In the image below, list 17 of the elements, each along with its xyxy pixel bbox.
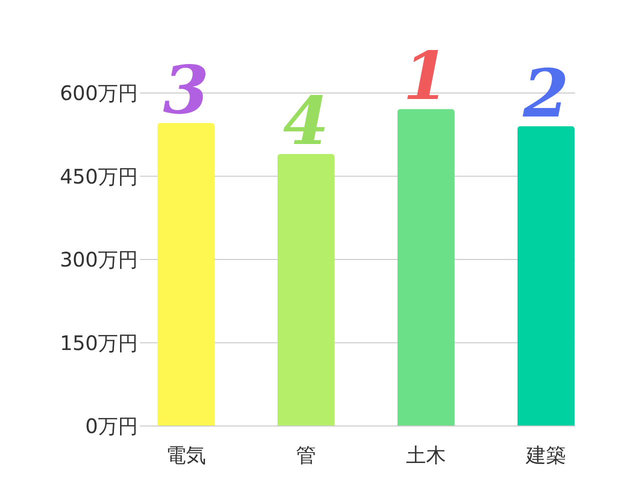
x-tick-label: 電気 — [166, 443, 206, 467]
x-tick-label: 建築 — [525, 443, 566, 467]
bar — [398, 109, 454, 426]
annotation: 1 — [403, 37, 449, 116]
bar — [278, 154, 334, 426]
annotation: 3 — [163, 50, 209, 129]
annotation: 2 — [522, 54, 569, 132]
x-tick-label: 管 — [296, 443, 316, 467]
x-tick-label: 土木 — [406, 443, 446, 467]
y-tick-label: 300万円 — [60, 248, 138, 272]
y-tick-label: 450万円 — [60, 164, 138, 188]
bar — [518, 126, 574, 426]
bar — [158, 122, 214, 426]
y-tick-label: 0万円 — [85, 414, 138, 438]
annotation: 4 — [283, 82, 329, 160]
y-tick-label: 150万円 — [60, 330, 138, 355]
y-tick-label: 600万円 — [60, 81, 138, 105]
